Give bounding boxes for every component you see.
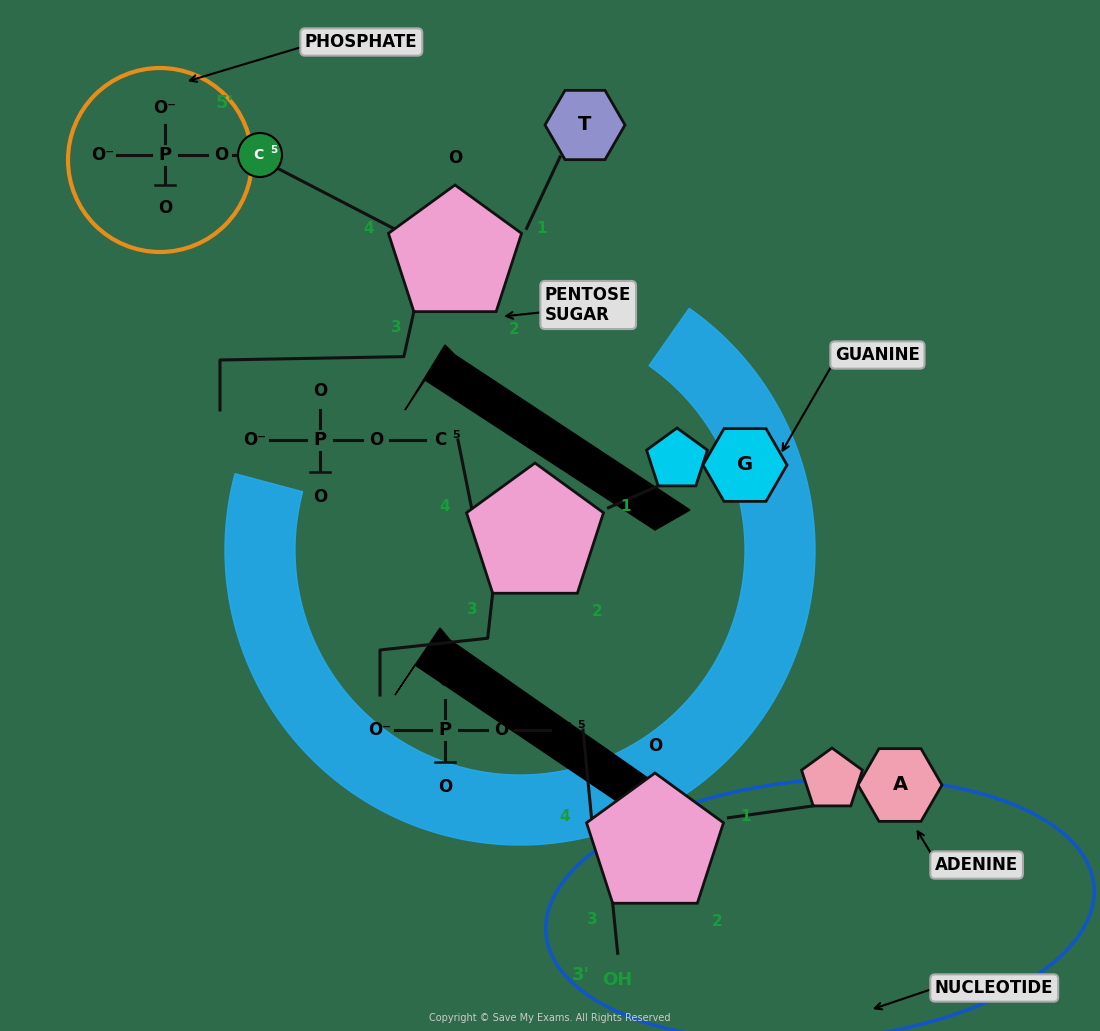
- Text: O: O: [494, 721, 508, 739]
- Polygon shape: [388, 185, 521, 311]
- Text: 3: 3: [587, 911, 598, 927]
- Text: O⁻: O⁻: [154, 99, 176, 117]
- Text: O: O: [158, 199, 172, 217]
- Text: O: O: [648, 737, 662, 755]
- Text: ADENINE: ADENINE: [935, 856, 1019, 874]
- Text: 2: 2: [712, 913, 723, 929]
- Polygon shape: [226, 308, 815, 845]
- Text: O: O: [213, 146, 228, 164]
- Polygon shape: [586, 773, 724, 903]
- Polygon shape: [703, 429, 786, 501]
- Text: O: O: [368, 431, 383, 448]
- Text: 5: 5: [452, 430, 460, 440]
- Text: O⁻: O⁻: [368, 721, 392, 739]
- Text: O: O: [448, 149, 462, 167]
- Text: O: O: [312, 488, 327, 506]
- Polygon shape: [466, 463, 604, 593]
- Text: A: A: [892, 775, 907, 795]
- Text: G: G: [737, 456, 754, 474]
- Text: O: O: [312, 383, 327, 400]
- Text: 3: 3: [468, 602, 478, 617]
- Text: P: P: [439, 721, 452, 739]
- Text: O: O: [438, 672, 452, 690]
- Text: O: O: [528, 427, 542, 445]
- Polygon shape: [405, 345, 690, 530]
- Text: 1: 1: [537, 221, 547, 236]
- Text: Copyright © Save My Exams. All Rights Reserved: Copyright © Save My Exams. All Rights Re…: [429, 1013, 671, 1023]
- Text: PHOSPHATE: PHOSPHATE: [305, 33, 418, 51]
- Circle shape: [238, 133, 282, 177]
- Text: NUCLEOTIDE: NUCLEOTIDE: [935, 979, 1054, 997]
- Text: 5: 5: [578, 720, 584, 730]
- Text: O: O: [438, 778, 452, 796]
- Text: 4: 4: [559, 809, 570, 824]
- Text: 5': 5': [216, 94, 234, 112]
- Text: 5: 5: [270, 145, 277, 155]
- Text: OH: OH: [603, 971, 632, 990]
- Text: 1: 1: [620, 499, 630, 514]
- Text: P: P: [158, 146, 172, 164]
- Text: C: C: [559, 721, 571, 739]
- Text: 3: 3: [390, 321, 402, 335]
- Text: O⁻: O⁻: [243, 431, 266, 448]
- Text: O⁻: O⁻: [91, 146, 114, 164]
- Text: 3': 3': [572, 966, 590, 985]
- Text: 2: 2: [509, 322, 519, 337]
- Text: 2: 2: [592, 604, 603, 619]
- Text: C: C: [433, 431, 447, 448]
- Polygon shape: [802, 749, 862, 806]
- Text: 4: 4: [439, 499, 450, 514]
- Text: T: T: [579, 115, 592, 134]
- Polygon shape: [647, 428, 707, 486]
- Text: P: P: [314, 431, 327, 448]
- Polygon shape: [544, 91, 625, 160]
- Text: 1: 1: [740, 809, 750, 824]
- Polygon shape: [858, 749, 942, 822]
- Text: PENTOSE
SUGAR: PENTOSE SUGAR: [544, 286, 631, 325]
- Text: C: C: [253, 148, 263, 162]
- Polygon shape: [395, 628, 666, 810]
- Text: 4: 4: [363, 221, 374, 236]
- Text: GUANINE: GUANINE: [835, 346, 920, 364]
